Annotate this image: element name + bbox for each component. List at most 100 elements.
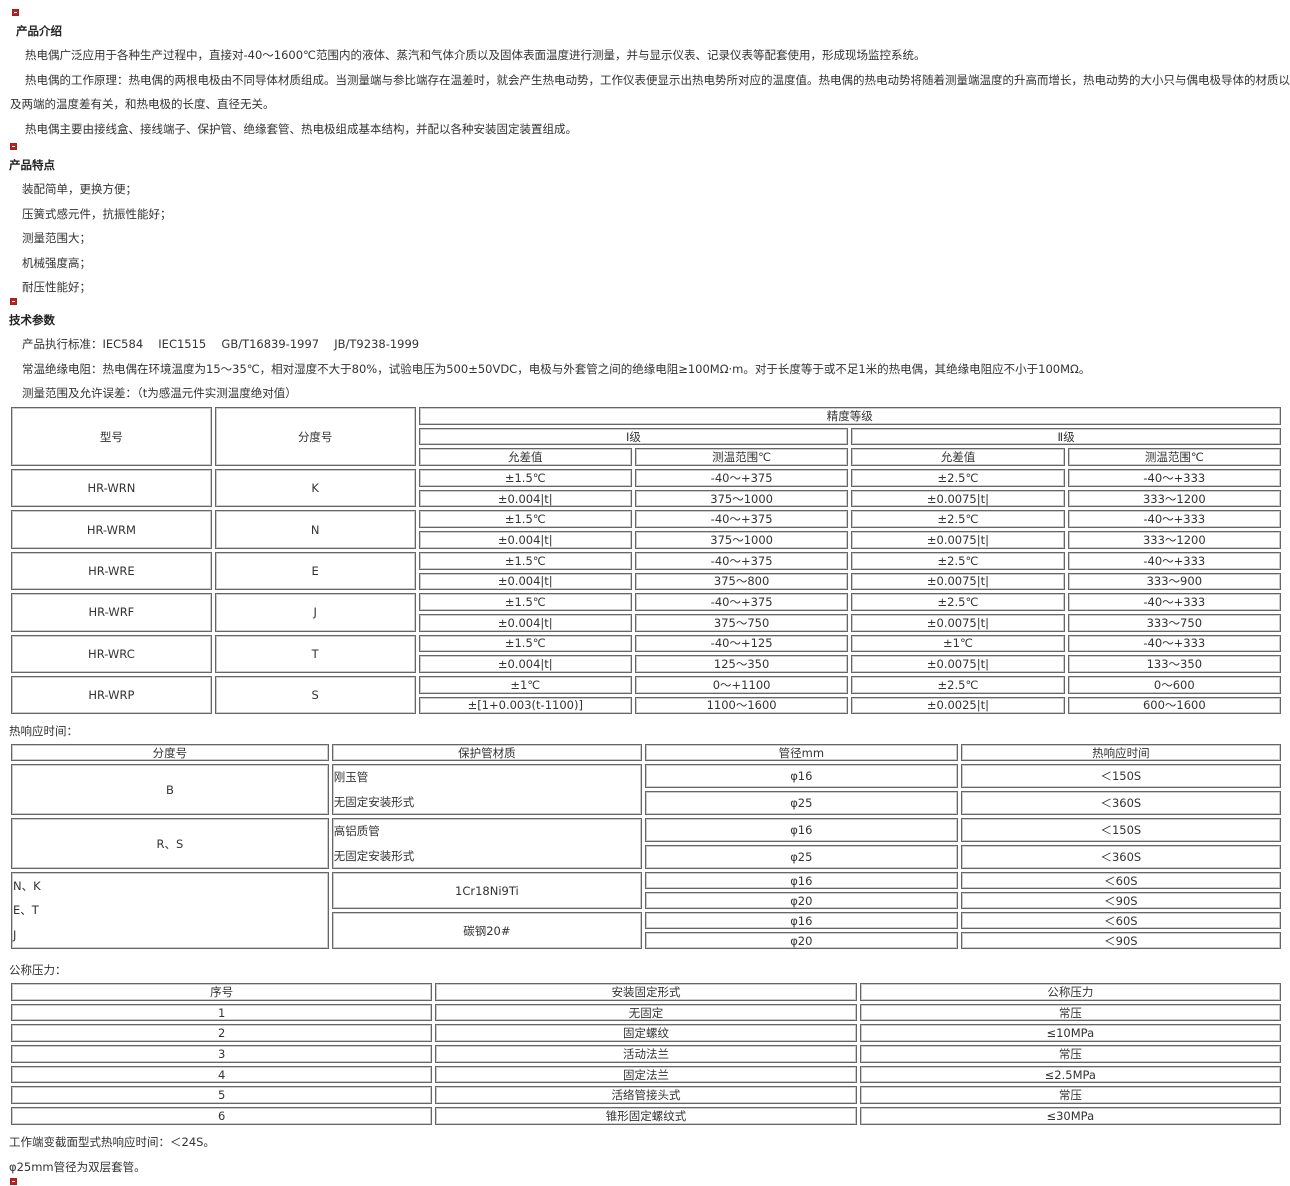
- value-cell: 0～+1100: [634, 675, 849, 694]
- value-cell: ±1℃: [851, 634, 1065, 653]
- table-row: HR-WRE E ±1.5℃ -40～+375 ±2.5℃ -40～+333: [11, 551, 1281, 591]
- index-cell: 1: [11, 1003, 433, 1022]
- model-cell: HR-WRF: [11, 593, 212, 632]
- feature-item: 耐压性能好；: [22, 280, 91, 294]
- collapse-icon[interactable]: [10, 298, 17, 305]
- value-cell: -40～+333: [1067, 634, 1281, 653]
- table-row: 6 锥形固定螺纹式 ≤30MPa: [11, 1107, 1281, 1125]
- header-cell: 保护管材质: [331, 744, 642, 761]
- value-cell: ±[1+0.003(t-1100)]: [418, 696, 632, 715]
- material-cell: 碳钢20#: [331, 912, 642, 949]
- table-row: φ20 ＜90S: [11, 892, 1281, 909]
- value-cell: -40～+375: [634, 469, 849, 487]
- pressure-label: 公称压力：: [9, 963, 67, 977]
- cell-line: J: [13, 927, 17, 942]
- note: 工作端变截面型式热响应时间：＜24S。: [9, 1135, 215, 1149]
- standards-line: 产品执行标准：IEC584 IEC1515 GB/T16839-1997 JB/…: [22, 337, 420, 351]
- response-time-cell: ＜90S: [960, 892, 1281, 909]
- value-cell: ±0.0075|t|: [851, 613, 1065, 632]
- response-time-cell: ＜150S: [960, 764, 1281, 788]
- model-cell: HR-WRC: [11, 634, 212, 673]
- header-cell: 公称压力: [859, 983, 1281, 1001]
- value-cell: -40～+333: [1067, 510, 1281, 529]
- mounting-cell: 固定螺纹: [435, 1024, 857, 1043]
- value-cell: -40～+125: [634, 634, 849, 653]
- range-line: 测量范围及允许误差：（t为感温元件实测温度绝对值）: [22, 386, 297, 400]
- value-cell: ±0.004|t|: [418, 531, 632, 549]
- value-cell: ±2.5℃: [851, 675, 1065, 694]
- table-row: 4 固定法兰 ≤2.5MPa: [11, 1065, 1281, 1084]
- value-cell: ±2.5℃: [851, 469, 1065, 487]
- header-cell: 安装固定形式: [435, 983, 857, 1001]
- index-cell: 2: [11, 1024, 433, 1043]
- diameter-cell: φ16: [644, 872, 958, 889]
- value-cell: 375～800: [634, 572, 849, 591]
- value-cell: 333～750: [1067, 613, 1281, 632]
- value-cell: ±1.5℃: [418, 510, 632, 529]
- section-title-tech: 技术参数: [9, 313, 55, 327]
- value-cell: ±0.0075|t|: [851, 655, 1065, 673]
- header-range: 测温范围℃: [1067, 448, 1281, 467]
- feature-item: 压簧式感元件，抗振性能好；: [22, 207, 172, 221]
- diameter-cell: φ20: [644, 932, 958, 949]
- grade-cell: R、S: [11, 818, 329, 869]
- model-cell: HR-WRE: [11, 551, 212, 591]
- value-cell: 1100～1600: [634, 696, 849, 715]
- table-row: N、K E、T J 1Cr18Ni9Ti φ16 ＜60S: [11, 872, 1281, 949]
- response-time-cell: ＜60S: [960, 912, 1281, 929]
- grade-cell: N: [214, 510, 416, 549]
- value-cell: 600～1600: [1067, 696, 1281, 715]
- insulation-line: 常温绝缘电阻：热电偶在环境温度为15～35℃，相对湿度不大于80%，试验电压为5…: [22, 362, 1091, 376]
- mounting-cell: 活络管接头式: [435, 1086, 857, 1105]
- header-class-1: Ⅰ级: [418, 427, 849, 446]
- table-row: 3 活动法兰 常压: [11, 1045, 1281, 1063]
- value-cell: 133～350: [1067, 655, 1281, 673]
- collapse-icon[interactable]: [10, 143, 17, 150]
- mounting-cell: 固定法兰: [435, 1065, 857, 1084]
- accuracy-table: 型号 分度号 精度等级 Ⅰ级 Ⅱ级 允差值 测温范围℃ 允差值 测温范围℃ HR-WRN K ±1.5…: [8, 404, 1284, 717]
- collapse-icon[interactable]: [12, 9, 19, 16]
- paragraph: 热电偶广泛应用于各种生产过程中，直接对-40～1600℃范围内的液体、蒸汽和气体…: [25, 48, 926, 62]
- feature-item: 机械强度高；: [22, 256, 91, 270]
- pressure-table: 序号 安装固定形式 公称压力 1 无固定 常压 2 固定螺纹 ≤10MPa 3 活动法兰 常压 4 固定法…: [8, 980, 1284, 1128]
- pressure-cell: ≤2.5MPa: [859, 1065, 1281, 1084]
- header-row: 允差值 测温范围℃ 允差值 测温范围℃: [11, 448, 1281, 467]
- table-row: ±0.004|t| 375～750 ±0.0075|t| 333～750: [11, 613, 1281, 632]
- value-cell: -40～+375: [634, 593, 849, 611]
- value-cell: ±1℃: [418, 675, 632, 694]
- response-time-cell: ＜360S: [960, 791, 1281, 815]
- model-cell: HR-WRM: [11, 510, 212, 549]
- pressure-cell: 常压: [859, 1045, 1281, 1063]
- header-range: 测温范围℃: [634, 448, 849, 467]
- value-cell: ±2.5℃: [851, 510, 1065, 529]
- header-class-2: Ⅱ级: [851, 427, 1281, 446]
- collapse-icon[interactable]: [10, 1178, 17, 1185]
- value-cell: ±0.0075|t|: [851, 489, 1065, 508]
- response-time-cell: ＜60S: [960, 872, 1281, 889]
- table-row: 碳钢20# φ16 ＜60S: [11, 912, 1281, 949]
- table-row: ±0.004|t| 125～350 ±0.0075|t| 133～350: [11, 655, 1281, 673]
- header-row: 序号 安装固定形式 公称压力: [11, 983, 1281, 1001]
- table-row: ±0.004|t| 375～1000 ±0.0075|t| 333～1200: [11, 489, 1281, 508]
- header-tolerance: 允差值: [851, 448, 1065, 467]
- header-grade: 分度号: [214, 407, 416, 467]
- value-cell: 375～750: [634, 613, 849, 632]
- grade-cell: N、K E、T J: [11, 872, 329, 949]
- response-time-cell: ＜150S: [960, 818, 1281, 842]
- paragraph: 热电偶的工作原理：热电偶的两根电极由不同导体材质组成。当测量端与参比端存在温差时…: [25, 73, 1290, 87]
- response-table: 分度号 保护管材质 管径mm 热响应时间 B 刚玉管 无固定安装形式 φ16 ＜150S φ25 ＜…: [8, 741, 1284, 952]
- table-row: ±[1+0.003(t-1100)] 1100～1600 ±0.0025|t| 600…: [11, 696, 1281, 715]
- pressure-cell: ≤30MPa: [859, 1107, 1281, 1125]
- pressure-cell: 常压: [859, 1003, 1281, 1022]
- table-row: R、S 高铝质管 无固定安装形式 φ16 ＜150S: [11, 818, 1281, 869]
- paragraph: 热电偶主要由接线盒、接线端子、保护管、绝缘套管、热电极组成基本结构，并配以各种安…: [25, 122, 577, 136]
- feature-item: 测量范围大；: [22, 231, 91, 245]
- value-cell: -40～+333: [1067, 469, 1281, 487]
- table-row: HR-WRP S ±1℃ 0～+1100 ±2.5℃ 0～600: [11, 675, 1281, 715]
- value-cell: ±2.5℃: [851, 551, 1065, 570]
- value-cell: -40～+333: [1067, 593, 1281, 611]
- value-cell: ±0.0075|t|: [851, 572, 1065, 591]
- header-tolerance: 允差值: [418, 448, 632, 467]
- header-model: 型号: [11, 407, 212, 467]
- material-cell: 刚玉管 无固定安装形式: [331, 764, 642, 815]
